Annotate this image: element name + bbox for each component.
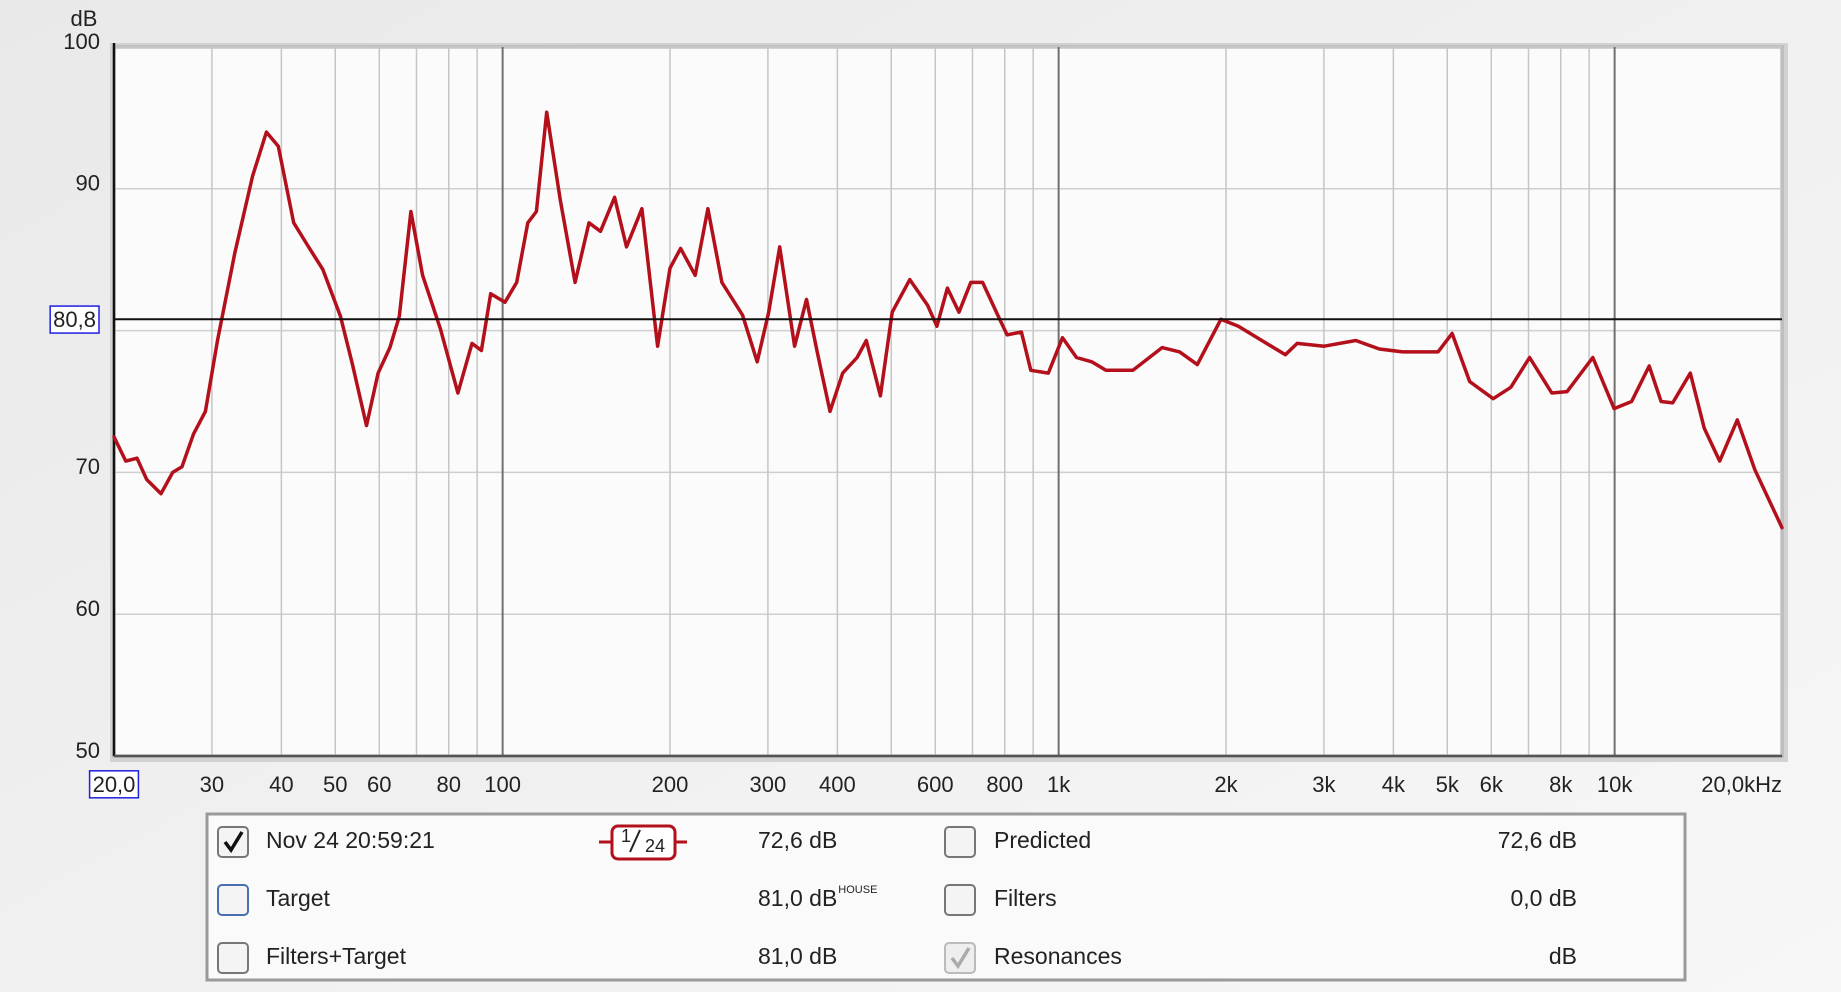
legend-checkbox[interactable] xyxy=(217,942,249,974)
legend-label: Filters xyxy=(994,885,1057,911)
legend-level: 81,0 dB xyxy=(758,943,837,969)
y-tick-label: 60 xyxy=(76,596,100,621)
smoothing-button[interactable] xyxy=(610,824,677,861)
x-tick-label: 8k xyxy=(1549,772,1573,797)
legend-level: 72,6 dB xyxy=(1498,827,1577,853)
x-tick-label: 5k xyxy=(1436,772,1460,797)
legend-checkbox[interactable] xyxy=(217,884,249,916)
x-tick-label: 30 xyxy=(200,772,224,797)
legend-level: 0,0 dB xyxy=(1511,885,1578,911)
legend-label: Target xyxy=(266,885,331,911)
x-tick-label: 600 xyxy=(917,772,954,797)
plot-area xyxy=(112,45,1784,758)
x-tick-label: 100 xyxy=(484,772,521,797)
legend-checkbox[interactable] xyxy=(944,826,976,858)
x-tick-label: 2k xyxy=(1214,772,1238,797)
check-mark xyxy=(223,831,244,854)
y-tick-label: 100 xyxy=(63,29,100,54)
y-axis-label: dB xyxy=(71,6,98,31)
x-tick-label: 300 xyxy=(750,772,787,797)
smoothing-denominator: 24 xyxy=(645,836,665,856)
legend-label: Nov 24 20:59:21 xyxy=(266,827,435,853)
legend-note: HOUSE xyxy=(838,884,877,896)
x-tick-label: 800 xyxy=(986,772,1023,797)
series-line xyxy=(112,110,1784,530)
x-tick-label: 10k xyxy=(1597,772,1633,797)
y-tick-label: 90 xyxy=(76,171,100,196)
cursor-readout: 20,0 xyxy=(93,772,136,797)
legend-label: Filters+Target xyxy=(266,943,407,969)
smoothing-numerator: 1 xyxy=(621,826,631,846)
legend-label: Resonances xyxy=(994,943,1122,969)
smoothing-slash xyxy=(629,829,641,853)
legend-level: 72,6 dB xyxy=(758,827,837,853)
legend-level: 81,0 dB xyxy=(758,885,837,911)
x-tick-label: 50 xyxy=(323,772,347,797)
cursor-box xyxy=(49,305,100,334)
legend-checkbox[interactable] xyxy=(944,884,976,916)
x-tick-label: 6k xyxy=(1480,772,1504,797)
x-tick-label: 60 xyxy=(367,772,391,797)
x-tick-label: 4k xyxy=(1382,772,1406,797)
y-tick-label: 50 xyxy=(76,738,100,763)
marks: 5060708090100304050608010020030040060080… xyxy=(49,29,1784,799)
x-tick-label: 20,0kHz xyxy=(1701,772,1782,797)
legend-checkbox xyxy=(944,942,976,974)
check-mark xyxy=(950,947,971,970)
x-tick-label: 400 xyxy=(819,772,856,797)
legend-label: Predicted xyxy=(994,827,1091,853)
grid xyxy=(114,46,1783,757)
measurement-checkbox[interactable] xyxy=(217,826,249,858)
x-tick-label: 1k xyxy=(1047,772,1071,797)
x-tick-label: 80 xyxy=(437,772,461,797)
cursor-readout: 80,8 xyxy=(53,307,96,332)
x-tick-label: 40 xyxy=(269,772,293,797)
x-tick-label: 3k xyxy=(1312,772,1336,797)
legend-level: dB xyxy=(1549,943,1577,969)
x-tick-label: 200 xyxy=(652,772,689,797)
y-tick-label: 70 xyxy=(76,454,100,479)
cursor-box xyxy=(88,770,140,799)
